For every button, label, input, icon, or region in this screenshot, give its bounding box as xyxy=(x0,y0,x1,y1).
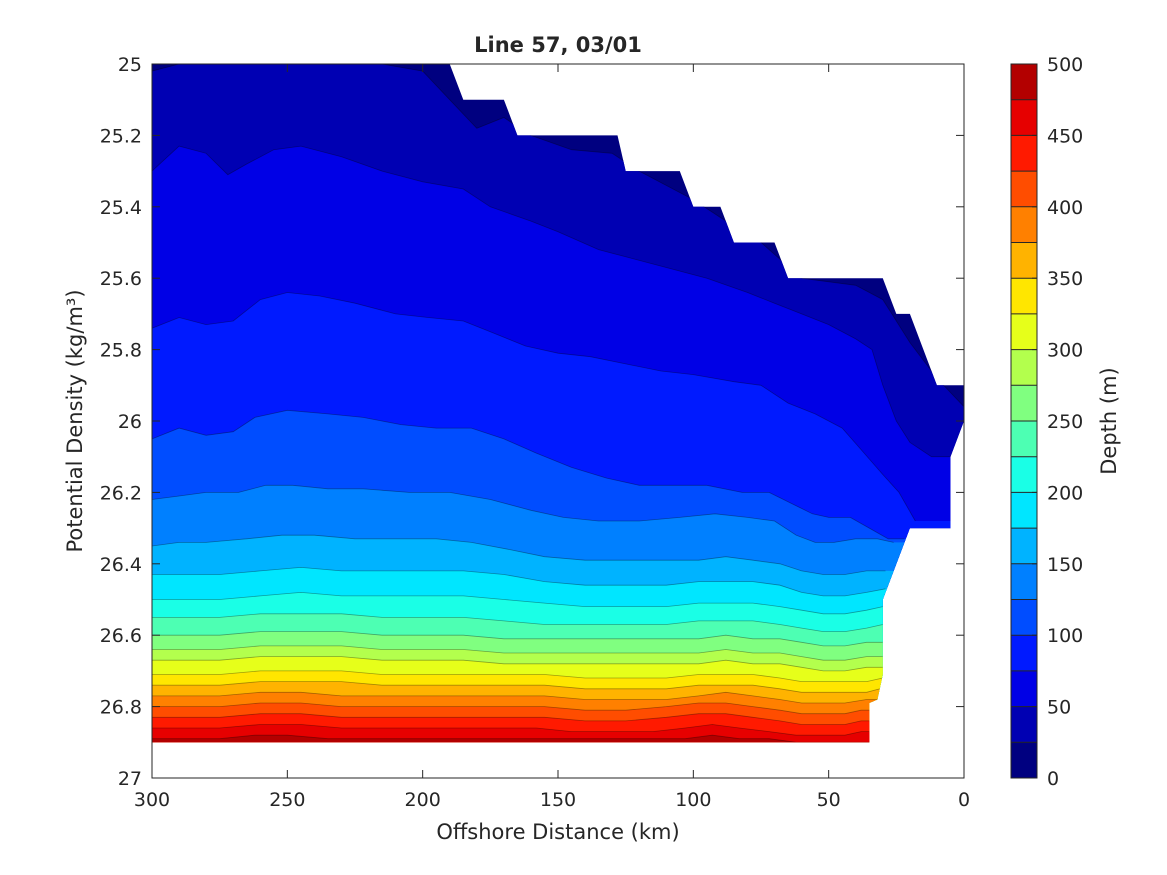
colorbar-label: Depth (m) xyxy=(1097,367,1121,474)
colorbar-tick-label: 200 xyxy=(1047,482,1083,504)
y-tick-label: 25.8 xyxy=(100,340,142,362)
y-axis-ticks: 25 25.2 25.4 25.6 25.8 26 26.2 26.4 26.6 26.8 27 xyxy=(100,54,964,790)
colorbar-swatch xyxy=(1011,278,1037,314)
colorbar-tick-label: 100 xyxy=(1047,625,1083,647)
colorbar-tick-label: 300 xyxy=(1047,340,1083,362)
contour-line xyxy=(152,64,964,407)
colorbar-swatch xyxy=(1011,206,1037,243)
x-tick-label: 100 xyxy=(675,789,711,811)
contour-line xyxy=(152,681,881,693)
contour-line xyxy=(152,631,883,647)
contour-line xyxy=(152,702,872,715)
colorbar-swatch xyxy=(1011,313,1037,350)
contour-line xyxy=(152,670,883,682)
colorbar-swatch xyxy=(1011,599,1037,636)
y-tick-label: 25 xyxy=(118,54,142,76)
colorbar-swatch xyxy=(1011,492,1037,529)
contour-line xyxy=(152,292,916,522)
colorbar-swatch xyxy=(1011,528,1037,564)
colorbar-tick-label: 400 xyxy=(1047,197,1083,219)
chart-title: Line 57, 03/01 xyxy=(474,33,642,57)
contour-line xyxy=(152,645,883,661)
x-tick-label: 300 xyxy=(134,789,170,811)
y-tick-label: 25.2 xyxy=(100,125,142,147)
y-tick-label: 26.8 xyxy=(100,697,142,719)
colorbar-swatch xyxy=(1011,242,1037,279)
colorbar-swatch xyxy=(1011,99,1037,136)
contour-line xyxy=(152,534,886,575)
colorbar-tick-label: 500 xyxy=(1047,54,1083,76)
colorbar-tick-label: 0 xyxy=(1047,768,1059,790)
colorbar-swatch xyxy=(1011,742,1037,778)
y-tick-label: 25.4 xyxy=(100,197,142,219)
colorbar-swatch xyxy=(1011,635,1037,671)
colorbar-swatch xyxy=(1011,670,1037,707)
contour-line xyxy=(152,145,951,458)
x-tick-label: 50 xyxy=(817,789,841,811)
colorbar-swatch xyxy=(1011,706,1037,743)
colorbar-tick-label: 250 xyxy=(1047,411,1083,433)
x-tick-label: 200 xyxy=(405,789,441,811)
contour-line xyxy=(152,566,886,597)
contour-fill-layer xyxy=(152,64,964,743)
colorbar-swatch xyxy=(1011,135,1037,172)
colorbar-swatch xyxy=(1011,456,1037,493)
colorbar-swatch xyxy=(1011,385,1037,421)
colorbar-swatch xyxy=(1011,64,1037,100)
y-tick-label: 26.6 xyxy=(100,625,142,647)
colorbar-tick-label: 450 xyxy=(1047,125,1083,147)
colorbar: 0 50 100 150 200 250 300 350 400 450 500 xyxy=(1010,54,1083,790)
colorbar-tick-label: 50 xyxy=(1047,697,1071,719)
y-tick-label: 26.2 xyxy=(100,482,142,504)
colorbar-tick-label: 150 xyxy=(1047,554,1083,576)
y-tick-label: 26 xyxy=(118,411,142,433)
contour-line xyxy=(152,656,883,672)
colorbar-swatch xyxy=(1011,421,1037,457)
x-tick-label: 250 xyxy=(269,789,305,811)
x-tick-label: 0 xyxy=(958,789,970,811)
y-tick-label: 27 xyxy=(118,768,142,790)
colorbar-swatch xyxy=(1011,171,1037,207)
y-axis-label: Potential Density (kg/m³) xyxy=(63,289,87,552)
colorbar-swatch xyxy=(1011,563,1037,600)
contour-line xyxy=(152,409,905,540)
y-tick-label: 25.6 xyxy=(100,268,142,290)
x-tick-label: 150 xyxy=(540,789,576,811)
colorbar-swatch xyxy=(1011,349,1037,386)
contour-line xyxy=(152,613,883,632)
contour-line xyxy=(152,724,870,736)
x-axis-ticks: 300 250 200 150 100 50 0 xyxy=(134,64,970,811)
colorbar-tick-label: 350 xyxy=(1047,268,1083,290)
contour-line xyxy=(152,691,878,704)
contour-line xyxy=(152,713,870,725)
contour-line xyxy=(152,734,870,743)
contour-line xyxy=(152,484,894,543)
contour-line xyxy=(152,591,883,615)
x-axis-label: Offshore Distance (km) xyxy=(436,820,679,844)
y-tick-label: 26.4 xyxy=(100,554,142,576)
